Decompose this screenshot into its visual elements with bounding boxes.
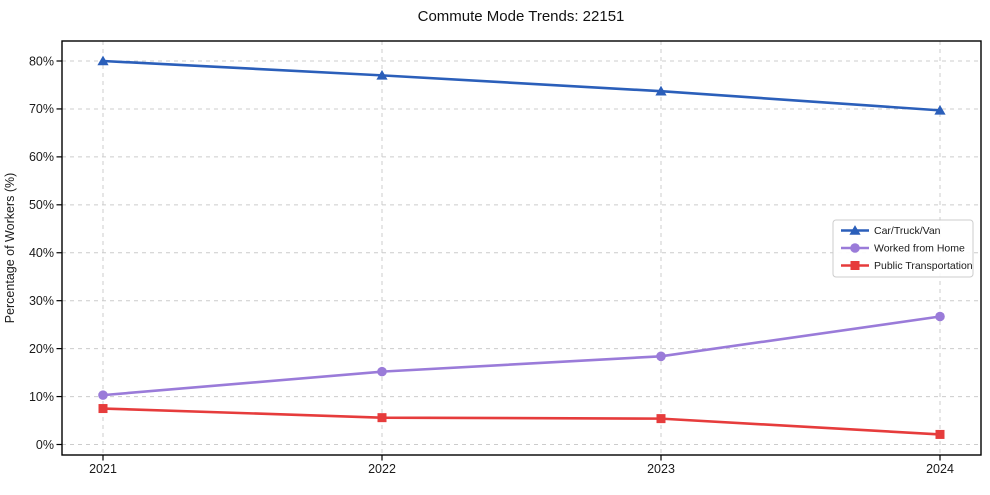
data-point-public-transportation-2023 (656, 414, 666, 424)
data-point-public-transportation-2022 (377, 413, 387, 423)
y-axis-label: Percentage of Workers (%) (3, 173, 17, 324)
data-point-worked-from-home-2023 (656, 351, 666, 362)
y-tick-label: 10% (29, 390, 54, 404)
legend-label: Car/Truck/Van (874, 225, 941, 237)
series-public-transportation (98, 404, 945, 439)
x-tick-label: 2024 (926, 462, 954, 476)
legend-label: Public Transportation (874, 260, 973, 272)
plot-area: 0% 10% 20% 30% 40% 50% 60% 70% 80% 2021 2022 2023 20… (29, 40, 982, 476)
series-car-truck-van (97, 55, 946, 115)
series-line-public-transportation (101, 407, 942, 436)
y-tick-label: 70% (29, 102, 54, 116)
data-point-worked-from-home-2021 (98, 390, 108, 400)
data-point-car-truck-van-2022 (376, 69, 388, 80)
x-tick-label: 2023 (647, 462, 675, 476)
y-tick-label: 30% (29, 294, 54, 308)
series-line-worked-from-home (101, 315, 942, 397)
y-tick-label: 20% (29, 342, 54, 356)
data-point-worked-from-home-2022 (377, 366, 387, 377)
legend: Car/Truck/Van Worked from Home Public Tran… (832, 219, 974, 278)
y-tick-label: 60% (29, 150, 54, 164)
plot-border (61, 40, 982, 456)
legend-marker-square (850, 261, 860, 270)
y-tick-label: 50% (29, 198, 54, 212)
legend-marker-circle (850, 243, 860, 253)
x-tick-label: 2022 (368, 462, 396, 476)
data-point-car-truck-van-2024 (934, 104, 946, 115)
x-tick-label: 2021 (89, 462, 117, 476)
y-tick-label: 80% (29, 54, 54, 68)
series-worked-from-home (98, 311, 945, 400)
chart-title: Commute Mode Trends: 22151 (418, 8, 625, 25)
data-point-public-transportation-2021 (98, 404, 108, 414)
legend-item-public-transportation: Public Transportation (841, 260, 973, 272)
legend-box (832, 219, 974, 278)
y-tick-label: 40% (29, 246, 54, 260)
data-point-car-truck-van-2021 (97, 55, 109, 66)
legend-item-car-truck-van: Car/Truck/Van (841, 225, 941, 237)
legend-label: Worked from Home (874, 243, 965, 255)
series-line-car-truck-van (101, 59, 942, 112)
data-point-public-transportation-2024 (935, 429, 945, 439)
legend-item-worked-from-home: Worked from Home (841, 243, 965, 255)
data-point-worked-from-home-2024 (935, 311, 945, 322)
data-point-car-truck-van-2023 (655, 85, 667, 96)
legend-marker-triangle (849, 225, 861, 235)
y-tick-label: 0% (36, 438, 54, 452)
